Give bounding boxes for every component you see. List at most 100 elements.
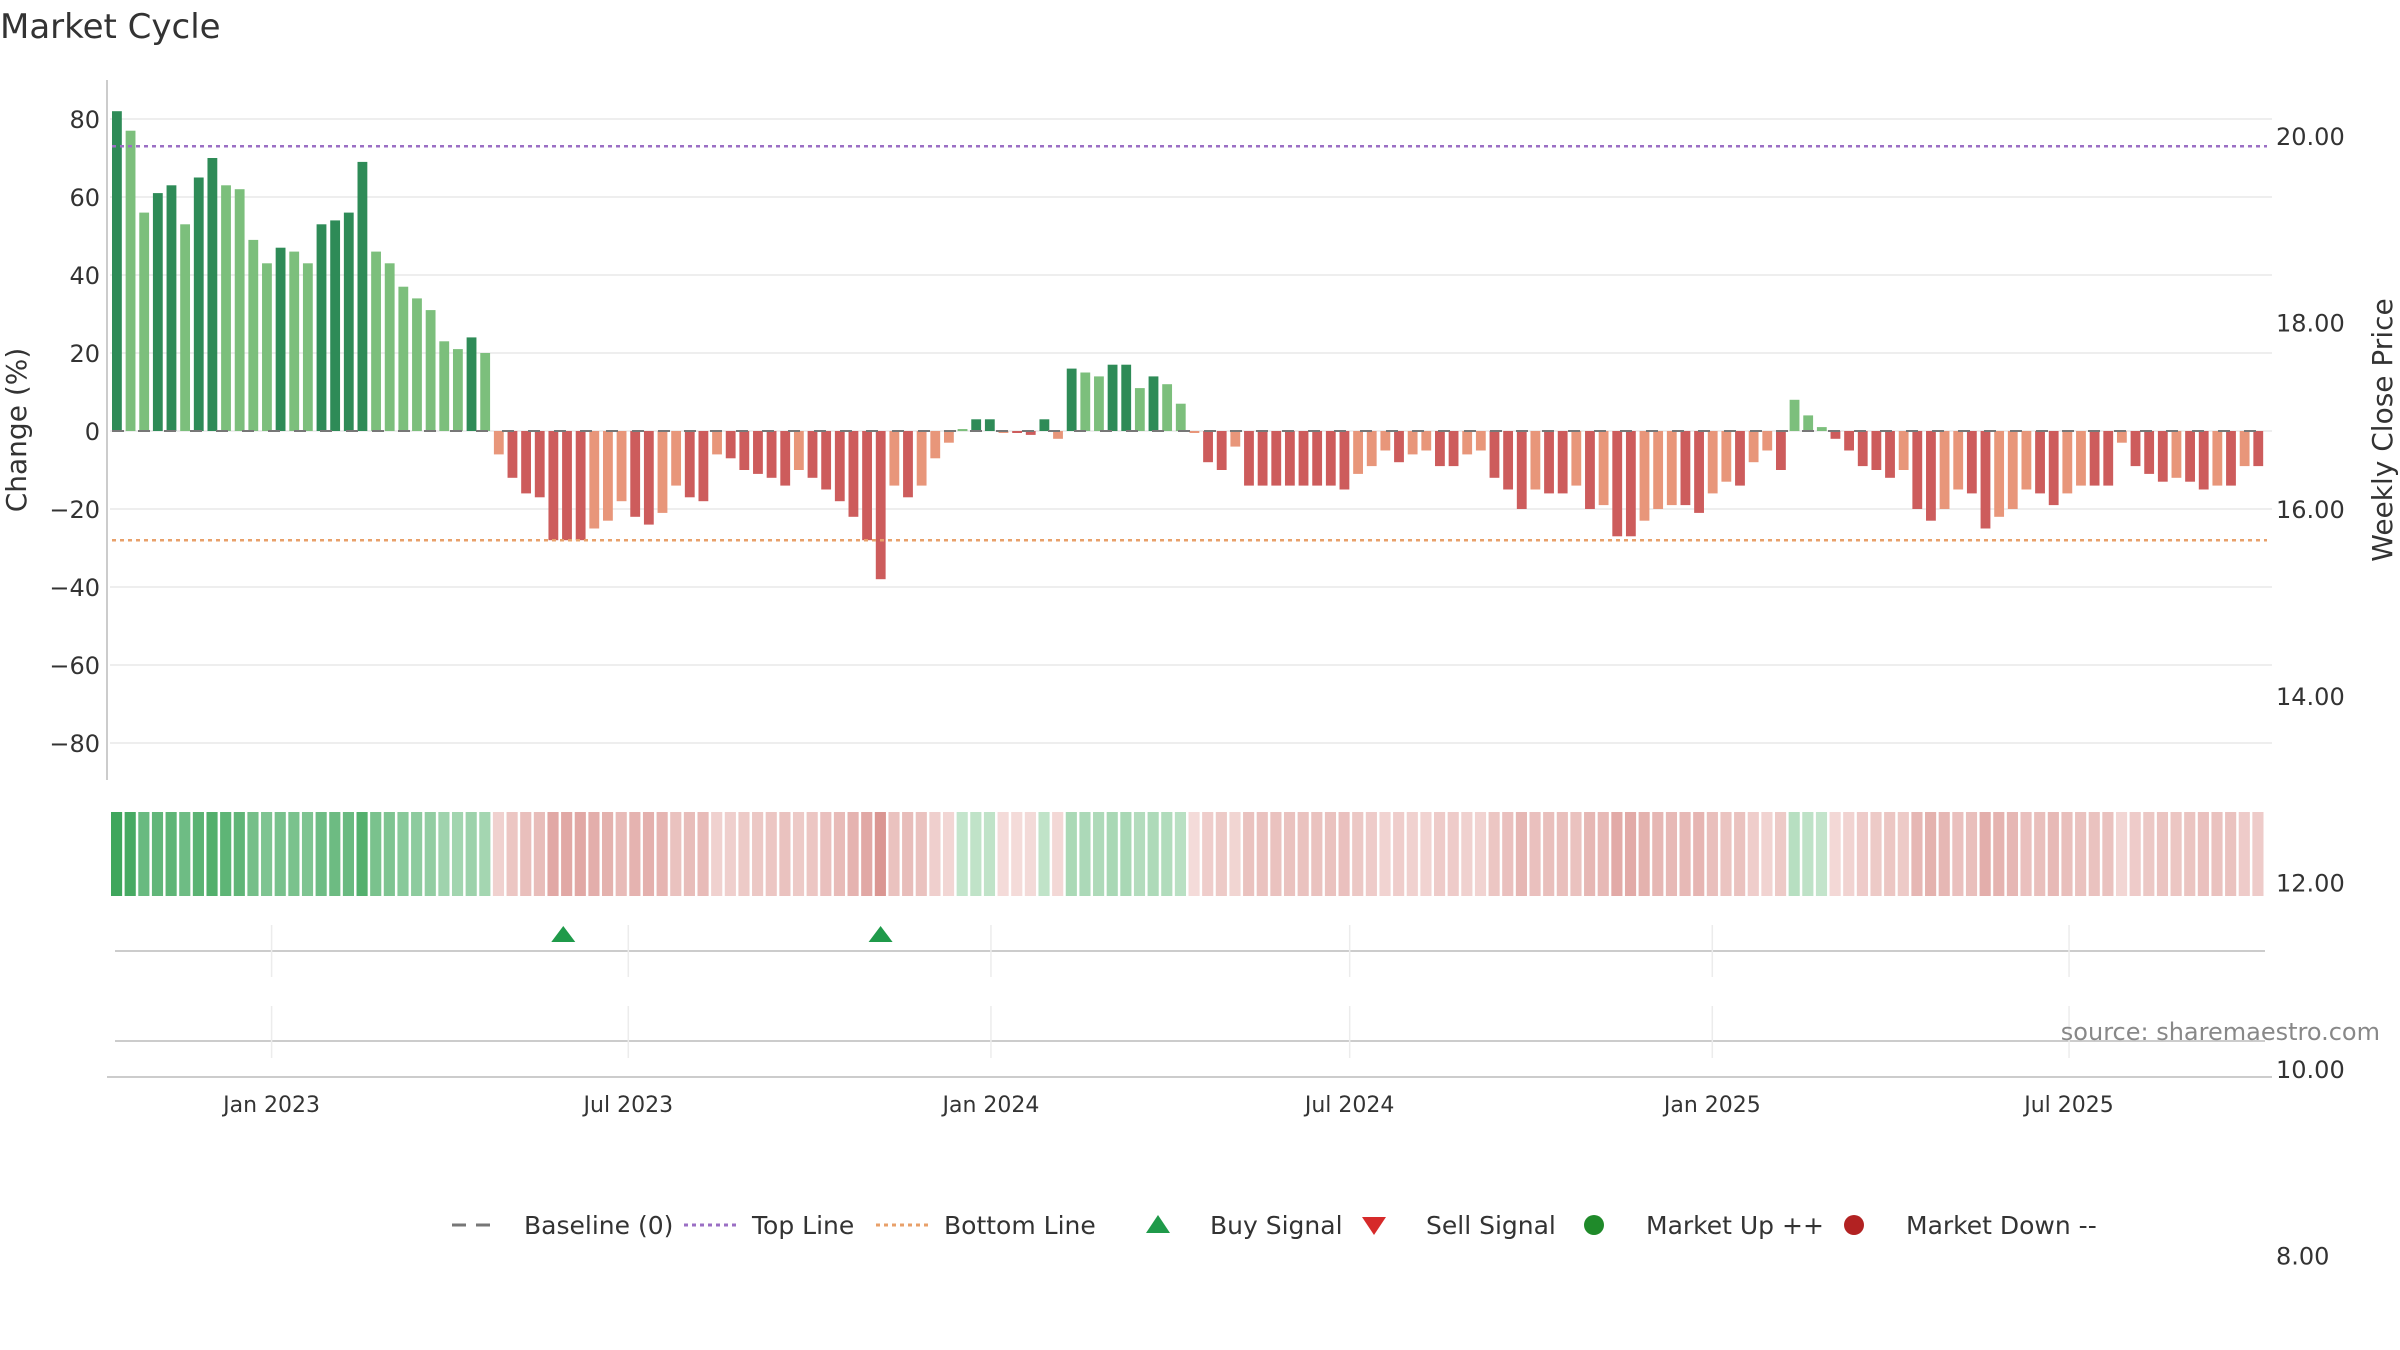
- change-bar: [2144, 431, 2155, 474]
- change-bar: [425, 310, 436, 431]
- heat-cell: [765, 812, 777, 896]
- heat-cell: [1133, 812, 1146, 896]
- heat-cell: [1243, 812, 1255, 896]
- heat-cell: [1065, 812, 1077, 896]
- heat-cell: [151, 812, 164, 896]
- change-bar: [1898, 431, 1909, 470]
- heat-cell: [670, 812, 682, 896]
- heat-cell: [970, 812, 982, 896]
- change-bar: [2048, 431, 2059, 506]
- change-bar: [1680, 431, 1691, 506]
- heat-cell: [1679, 812, 1691, 896]
- heat-cell: [574, 812, 586, 896]
- heat-cell: [2197, 812, 2209, 896]
- change-bar: [766, 431, 777, 478]
- heat-cell: [138, 812, 150, 896]
- legend-item: Sell Signal: [1362, 1211, 1556, 1240]
- heat-cell: [1993, 812, 2005, 896]
- change-bar: [207, 158, 218, 431]
- change-bar: [1134, 388, 1145, 431]
- change-bar: [248, 239, 259, 431]
- heat-cell: [724, 812, 736, 896]
- x-tick-label: Jul 2024: [1303, 1093, 1395, 1118]
- left-tick-label: 60: [69, 184, 100, 212]
- heat-cell: [2225, 812, 2237, 896]
- change-bar: [316, 224, 327, 431]
- heat-cell: [1938, 812, 1950, 896]
- change-bar: [1339, 431, 1350, 490]
- buy-signal-marker: [551, 926, 576, 942]
- change-bar: [1475, 431, 1486, 451]
- heat-cell: [588, 812, 600, 896]
- heat-cell: [2129, 812, 2141, 896]
- change-bar: [630, 431, 641, 517]
- change-bar: [2157, 431, 2168, 482]
- heat-cell: [847, 812, 859, 896]
- change-bar: [971, 419, 982, 431]
- heat-cell: [942, 812, 955, 896]
- change-bar: [834, 431, 845, 502]
- change-bar: [1094, 376, 1104, 431]
- change-bar: [1926, 431, 1936, 521]
- heat-cell: [1829, 812, 1841, 896]
- x-tick-label: Jan 2023: [221, 1093, 320, 1118]
- change-bar: [1694, 431, 1704, 513]
- heat-cell: [1870, 812, 1882, 896]
- legend-label: Bottom Line: [944, 1211, 1096, 1240]
- heat-cell: [370, 812, 382, 896]
- right-tick-label: 8.00: [2276, 1243, 2329, 1271]
- heat-cell: [1038, 812, 1050, 896]
- right-tick-label: 10.00: [2276, 1056, 2345, 1084]
- heat-cell: [820, 812, 832, 896]
- heat-cell: [124, 812, 136, 896]
- change-bar: [439, 341, 450, 431]
- heat-cell: [2252, 812, 2264, 896]
- right-tick-label: 14.00: [2276, 683, 2345, 711]
- heat-cell: [711, 812, 723, 896]
- heat-cell: [192, 812, 204, 896]
- heat-cell: [983, 812, 996, 896]
- heat-cell: [1856, 812, 1868, 896]
- source-note: source: sharemaestro.com: [2061, 1018, 2380, 1046]
- legend-item: Market Down --: [1844, 1211, 2097, 1240]
- heat-cell: [274, 812, 286, 896]
- legend-circle-icon: [1844, 1215, 1864, 1235]
- change-bar: [1748, 431, 1759, 463]
- change-bar: [862, 431, 872, 541]
- heat-cell: [220, 812, 232, 896]
- heat-cell: [1597, 812, 1609, 896]
- change-bar: [1885, 431, 1895, 478]
- heat-cell: [1365, 812, 1377, 896]
- heat-cell: [1461, 812, 1473, 896]
- heat-cell: [929, 812, 941, 896]
- left-axis-ticks: 80 60 40 20 0 −20 −40 −60 −80: [49, 106, 100, 758]
- change-bar: [1789, 399, 1800, 431]
- change-bar: [2021, 431, 2032, 490]
- change-bar: [1448, 431, 1459, 467]
- change-bar: [1489, 431, 1500, 478]
- heat-cell: [1406, 812, 1418, 896]
- change-bar: [1980, 431, 1991, 529]
- heat-cell: [1106, 812, 1118, 896]
- left-tick-label: 40: [69, 262, 100, 290]
- heat-cell: [1529, 812, 1541, 896]
- change-bar: [698, 431, 709, 502]
- change-bar: [180, 224, 191, 431]
- heat-cell: [1338, 812, 1350, 896]
- change-bar: [821, 431, 832, 490]
- right-tick-label: 16.00: [2276, 496, 2345, 524]
- legend-label: Buy Signal: [1210, 1211, 1343, 1240]
- change-bar: [343, 212, 354, 431]
- heat-cell: [1174, 812, 1186, 896]
- change-bar: [1162, 384, 1173, 431]
- change-bar: [848, 431, 859, 517]
- change-bar: [1544, 431, 1554, 494]
- change-bars: [112, 111, 2264, 580]
- change-bar: [534, 431, 545, 498]
- heat-cell: [1120, 812, 1132, 896]
- change-bar: [2212, 431, 2223, 486]
- change-bar: [712, 431, 722, 455]
- heat-cell: [329, 812, 341, 896]
- legend-triangle-up-icon: [1146, 1215, 1170, 1233]
- change-bar: [875, 431, 886, 580]
